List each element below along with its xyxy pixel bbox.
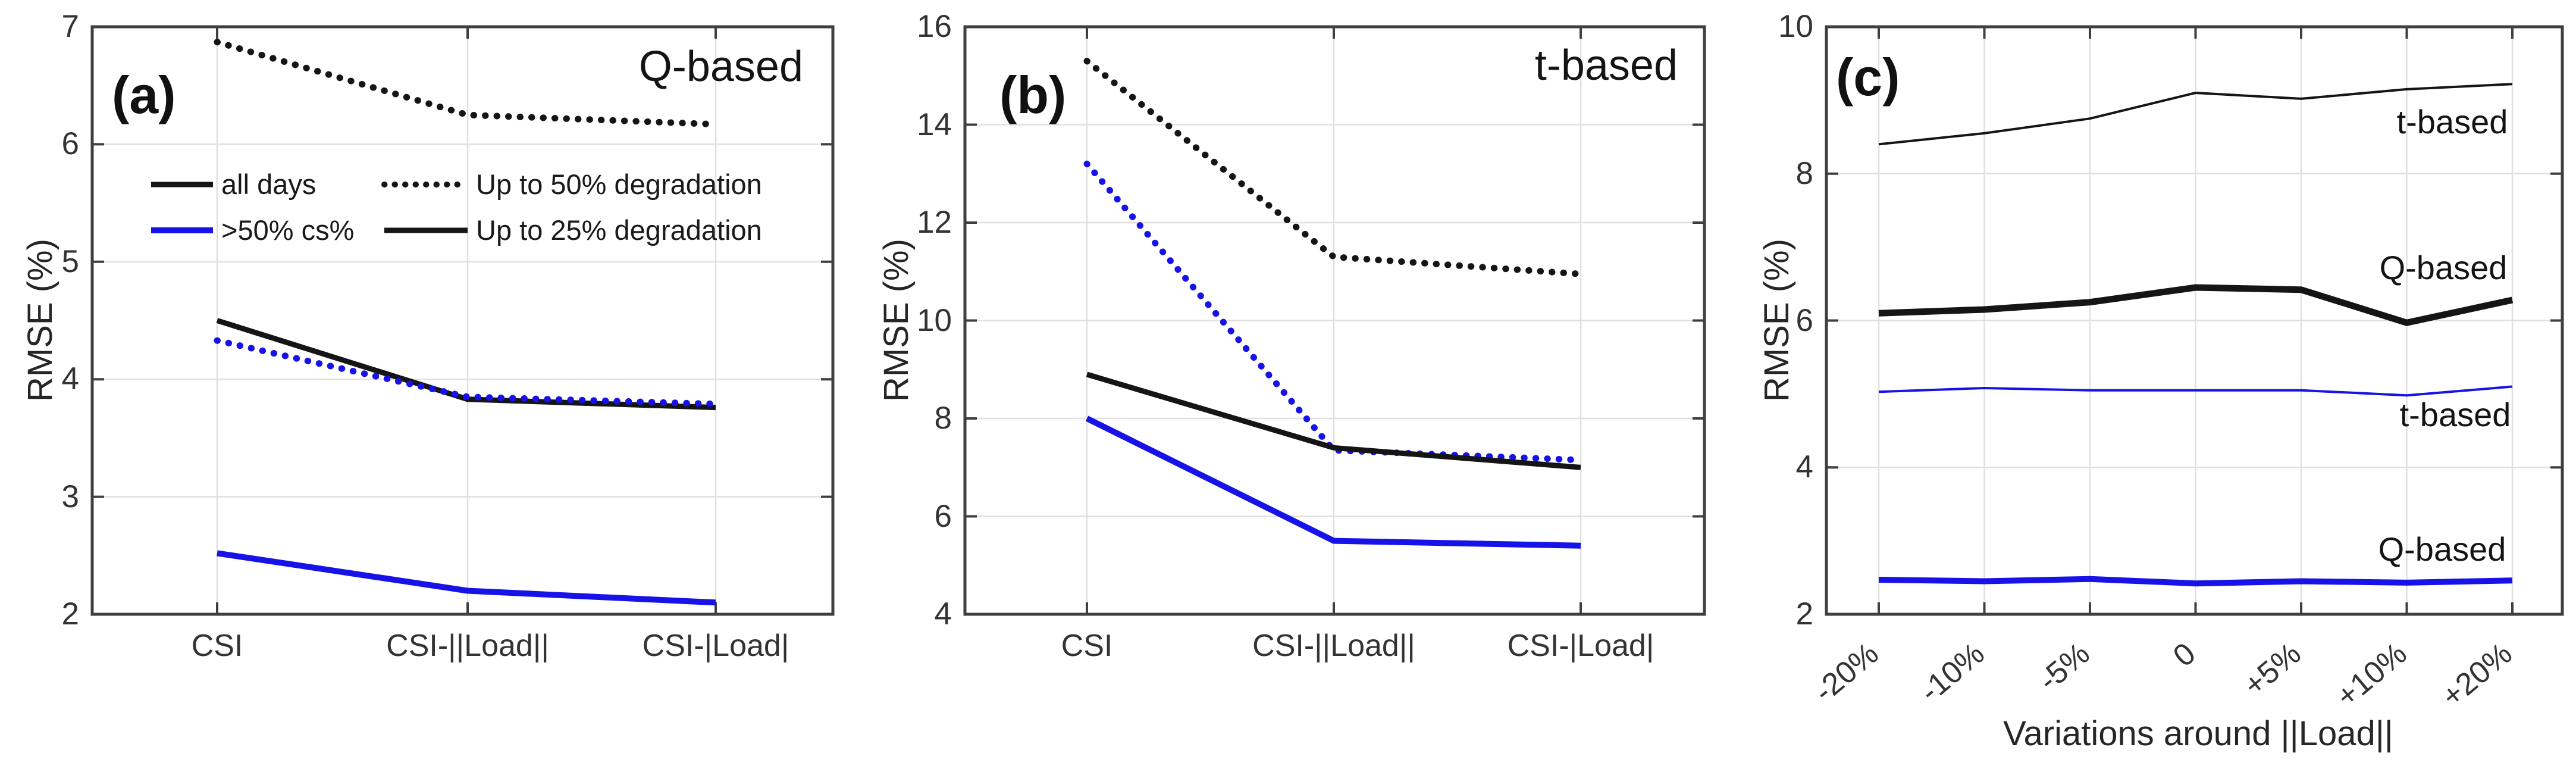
y-tick-label: 8	[934, 401, 952, 436]
panel-a-title: Q-based	[638, 43, 803, 90]
y-tick-label: 5	[61, 243, 79, 279]
y-tick-label: 4	[1795, 449, 1813, 485]
annotation-t-based-middle: t-based	[2399, 396, 2511, 433]
y-tick-label: 12	[917, 205, 952, 240]
legend-label-25-degradation: Up to 25% degradation	[476, 214, 762, 246]
x-tick-label: CSI	[191, 629, 243, 663]
y-tick-label: 6	[934, 498, 952, 534]
legend-line-25-degradation	[384, 227, 468, 233]
legend-line-all-days	[151, 182, 213, 187]
legend-line-50cs	[151, 227, 213, 233]
legend-line-50-degradation	[381, 182, 471, 187]
annotation-q-based-bottom: Q-based	[2378, 530, 2506, 568]
legend-label-50cs: >50% cs%	[221, 214, 355, 246]
y-tick-label: 7	[61, 9, 79, 44]
x-tick-label: CSI-||Load||	[1252, 629, 1415, 663]
y-tick-label: 10	[1778, 9, 1813, 44]
y-tick-label: 14	[917, 107, 952, 142]
x-tick-label: CSI-|Load|	[642, 629, 789, 663]
x-tick-label: CSI	[1061, 629, 1113, 663]
legend-label-50-degradation: Up to 50% degradation	[476, 168, 762, 200]
y-tick-label: 2	[1795, 596, 1813, 632]
annotation-q-based-upper: Q-based	[2379, 249, 2508, 286]
legend-label-all-days: all days	[221, 168, 316, 200]
y-tick-label: 6	[61, 126, 79, 162]
panel-b-letter: (b)	[999, 65, 1067, 124]
y-tick-label: 6	[1795, 302, 1813, 338]
x-tick-label: CSI-||Load||	[386, 629, 549, 663]
y-tick-label: 2	[61, 596, 79, 632]
panel-b-title: t-based	[1534, 42, 1678, 89]
y-tick-label: 4	[934, 596, 952, 632]
panel-a-letter: (a)	[112, 65, 176, 124]
annotation-t-based-top: t-based	[2396, 103, 2508, 140]
panel-c-x-axis-label: Variations around ||Load||	[2003, 714, 2393, 753]
y-tick-label: 16	[917, 9, 952, 44]
y-tick-label: 4	[61, 361, 79, 397]
panel-c-letter: (c)	[1836, 48, 1900, 107]
y-tick-label: 8	[1795, 155, 1813, 191]
y-tick-label: 3	[61, 479, 79, 514]
y-tick-label: 10	[917, 302, 952, 338]
x-tick-label: CSI-|Load|	[1507, 629, 1654, 663]
